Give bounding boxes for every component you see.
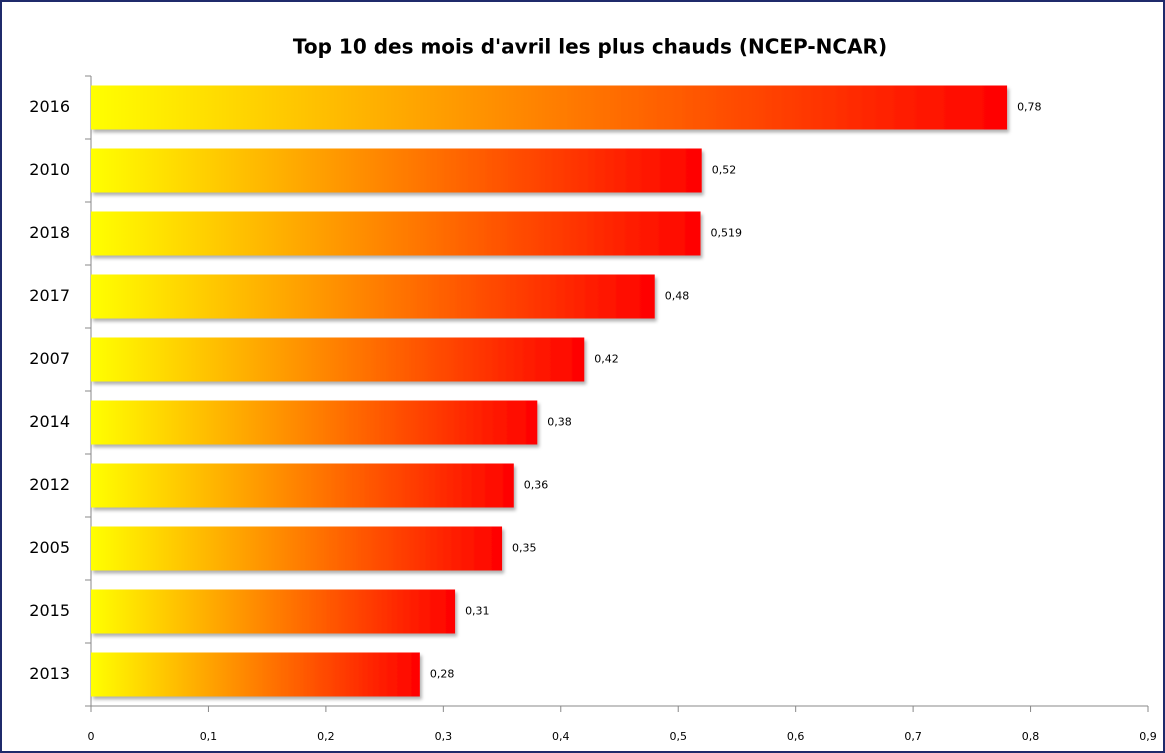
value-label: 0,52	[712, 164, 737, 177]
x-tick-label: 0,3	[435, 730, 453, 743]
y-tick-label: 2017	[29, 286, 70, 305]
bar	[91, 211, 701, 256]
y-tick-label: 2012	[29, 475, 70, 494]
x-tick-label: 0,1	[200, 730, 218, 743]
value-label: 0,42	[594, 353, 619, 366]
value-label: 0,36	[524, 479, 549, 492]
y-tick-label: 2013	[29, 664, 70, 683]
y-tick-label: 2007	[29, 349, 70, 368]
value-label: 0,78	[1017, 101, 1042, 114]
x-tick-label: 0,6	[787, 730, 805, 743]
y-tick-label: 2014	[29, 412, 70, 431]
value-label: 0,48	[665, 290, 690, 303]
bar	[91, 526, 503, 571]
x-tick-label: 0,4	[552, 730, 570, 743]
bar	[91, 85, 1008, 130]
value-label: 0,519	[711, 227, 743, 240]
y-tick-label: 2018	[29, 223, 70, 242]
value-label: 0,35	[512, 542, 537, 555]
bar	[91, 274, 655, 319]
bar	[91, 652, 420, 697]
x-tick-label: 0	[88, 730, 95, 743]
y-tick-label: 2015	[29, 601, 70, 620]
x-tick-label: 0,8	[1022, 730, 1040, 743]
bar	[91, 148, 702, 193]
x-tick-label: 0,2	[317, 730, 335, 743]
x-tick-label: 0,5	[669, 730, 687, 743]
value-label: 0,28	[430, 668, 455, 681]
bar	[91, 337, 585, 382]
y-tick-label: 2005	[29, 538, 70, 557]
value-label: 0,38	[547, 416, 572, 429]
x-tick-label: 0,7	[904, 730, 922, 743]
y-tick-label: 2010	[29, 160, 70, 179]
chart-title: Top 10 des mois d'avril les plus chauds …	[293, 35, 887, 59]
x-tick-label: 0,9	[1139, 730, 1157, 743]
value-label: 0,31	[465, 605, 490, 618]
bar	[91, 400, 538, 445]
y-tick-label: 2016	[29, 97, 70, 116]
bar	[91, 463, 514, 508]
bar	[91, 589, 456, 634]
